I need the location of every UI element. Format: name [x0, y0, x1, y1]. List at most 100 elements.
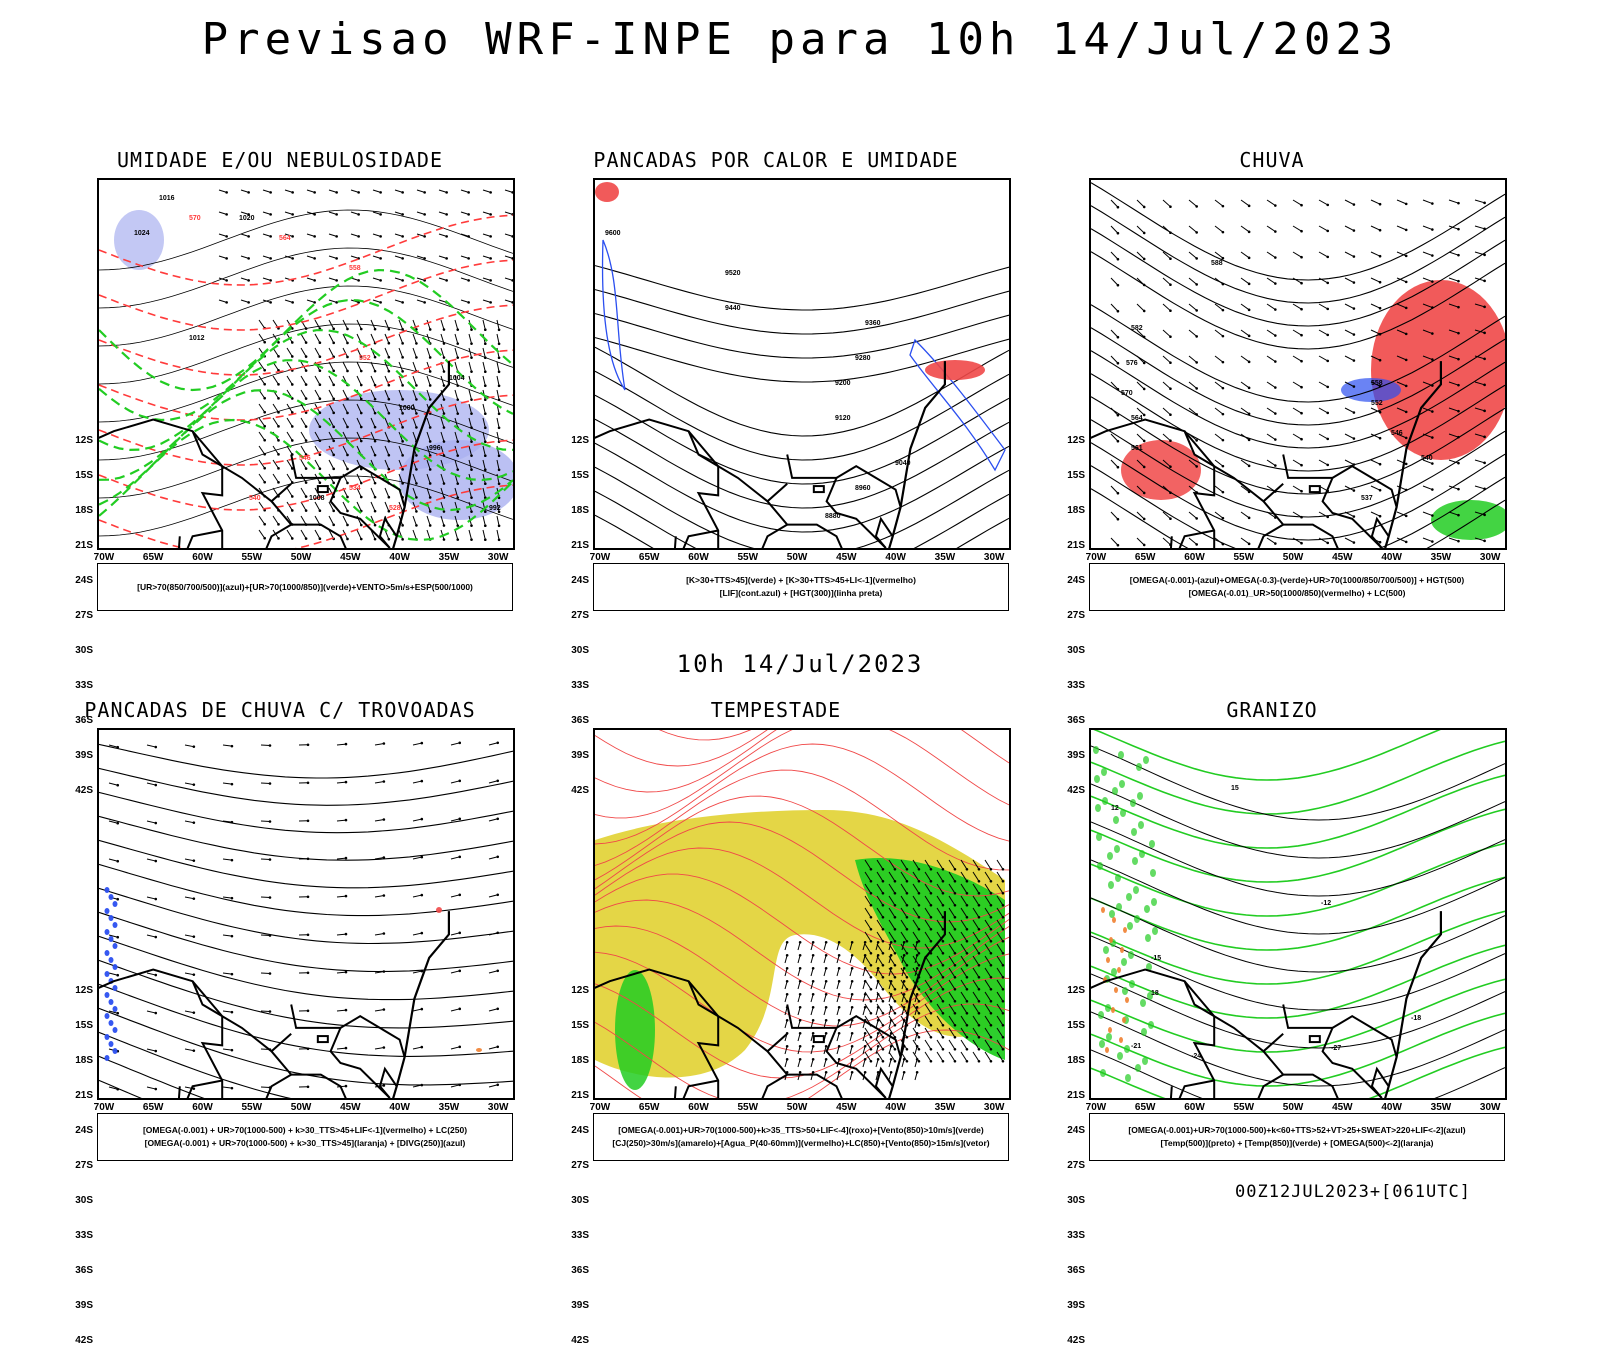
arrow-head — [1405, 515, 1408, 518]
arrow-head — [906, 1000, 909, 1003]
arrow-head — [1483, 462, 1486, 465]
arrow-head — [1326, 256, 1329, 259]
wind-arrow — [1423, 538, 1432, 542]
arrow-head — [864, 1006, 867, 1009]
arrow-head — [277, 383, 280, 386]
arrow-head — [882, 1024, 885, 1027]
arrow-head — [894, 952, 897, 955]
arrow-head — [942, 892, 945, 895]
arrow-head — [918, 916, 921, 919]
arrow-head — [978, 904, 981, 907]
arrow-head — [1300, 542, 1303, 545]
omega-patch — [1117, 967, 1121, 973]
arrow-head — [445, 191, 448, 194]
temp-850-patch — [1145, 934, 1151, 942]
arrow-head — [374, 370, 377, 373]
arrow-head — [930, 940, 933, 943]
arrow-head — [1405, 255, 1408, 258]
wind-arrow — [1345, 252, 1354, 257]
divergence-dot — [113, 922, 118, 928]
arrow-head — [812, 967, 815, 970]
arrow-head — [484, 440, 487, 443]
contour-label: 9600 — [605, 230, 621, 237]
wind-arrow — [399, 334, 403, 343]
arrow-head — [467, 279, 470, 282]
arrow-head — [825, 1045, 828, 1048]
arrow-head — [1353, 281, 1356, 284]
wind-arrow — [1345, 512, 1354, 517]
contour — [595, 443, 1009, 532]
arrow-head — [374, 482, 377, 485]
arrow-head — [890, 980, 893, 983]
arrow-head — [1117, 492, 1120, 495]
wind-arrow — [1319, 330, 1328, 335]
arrow-head — [799, 1045, 802, 1048]
wind-arrow — [1137, 434, 1144, 441]
arrow-head — [456, 412, 459, 415]
wind-arrow — [497, 432, 499, 442]
arrow-head — [882, 916, 885, 919]
arrow-head — [1002, 880, 1005, 883]
arrow-head — [498, 468, 501, 471]
contour — [99, 270, 513, 390]
arrow-head — [1143, 206, 1146, 209]
arrow-head — [1195, 309, 1198, 312]
arrow-head — [489, 213, 492, 216]
wind-arrow — [1267, 356, 1275, 362]
arrow-head — [990, 1048, 993, 1051]
arrow-head — [930, 1048, 933, 1051]
contour — [1091, 730, 1505, 780]
wind-arrow — [1345, 226, 1354, 231]
wind-arrow — [1293, 330, 1302, 335]
wind-arrow — [1215, 330, 1223, 336]
wind-arrow — [1319, 200, 1328, 205]
arrow-head — [942, 1036, 945, 1039]
arrow-head — [825, 1071, 828, 1074]
arrow-head — [496, 969, 499, 972]
arrow-head — [799, 967, 802, 970]
arrow-head — [1457, 228, 1460, 231]
wind-arrow — [469, 348, 472, 358]
arrow-head — [966, 1060, 969, 1063]
arrow-head — [1431, 332, 1434, 335]
arrow-head — [193, 935, 196, 938]
arrow-head — [1169, 231, 1172, 234]
arrow-head — [401, 524, 404, 527]
wind-arrow — [185, 1011, 194, 1013]
arrow-head — [484, 384, 487, 387]
wind-arrow — [223, 1049, 232, 1050]
wind-arrow — [287, 418, 292, 426]
arrow-head — [864, 980, 867, 983]
arrow-head — [388, 370, 391, 373]
wind-arrow — [1345, 278, 1354, 283]
arrow-head — [360, 440, 363, 443]
wind-arrow — [441, 376, 444, 386]
arrow-head — [498, 524, 501, 527]
arrow-head — [345, 743, 348, 746]
border-line — [1170, 1081, 1214, 1099]
arrow-head — [812, 1032, 815, 1035]
arrow-head — [429, 398, 432, 401]
arrow-head — [825, 941, 828, 944]
arrow-head — [429, 426, 432, 429]
arrow-head — [812, 1045, 815, 1048]
arrow-head — [307, 895, 310, 898]
wind-arrow — [1215, 434, 1223, 440]
arrow-head — [1431, 202, 1434, 205]
panel-title: GRANIZO — [1037, 698, 1507, 722]
wind-arrow — [357, 474, 361, 483]
arrow-head — [1353, 385, 1356, 388]
arrow-head — [458, 818, 461, 821]
lat-tick-label: 33S — [559, 680, 589, 691]
arrow-head — [1300, 386, 1303, 389]
wind-arrow — [1111, 538, 1118, 545]
arrow-head — [799, 1058, 802, 1061]
wind-arrow — [259, 404, 265, 412]
wind-arrow — [483, 320, 485, 330]
arrow-head — [401, 468, 404, 471]
arrow-head — [1143, 232, 1146, 235]
arrow-head — [332, 440, 335, 443]
wind-arrow — [375, 820, 384, 821]
wind-arrow — [455, 362, 458, 372]
arrow-head — [1117, 336, 1120, 339]
